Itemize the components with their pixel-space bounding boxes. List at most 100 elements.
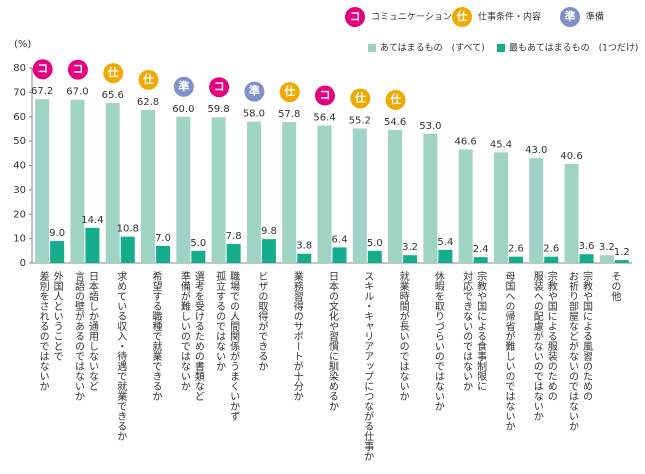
x-tick-label: 言語の壁があるのではないか: [72, 270, 84, 401]
x-tick-label: 業務習得のサポートが十分か: [291, 270, 303, 401]
badge: [279, 82, 300, 103]
bar: [493, 152, 508, 263]
x-tick-label: 対応できないのではないか: [461, 270, 473, 391]
value-label: 10.8: [117, 224, 139, 235]
value-label: 57.8: [278, 109, 300, 120]
value-label: 53.0: [419, 121, 441, 132]
y-tick-label: 0: [20, 258, 26, 269]
x-tick-label: 職場での人間関係がうまくいかず: [228, 271, 240, 421]
badge: [67, 59, 88, 80]
legend-label: あてはまるもの (すべて): [380, 43, 485, 54]
badge-legend-label: 仕事条件・内容: [478, 11, 541, 23]
x-tick-label: 孤立するのではないか: [214, 271, 226, 371]
badge-legend-icon: [560, 7, 580, 27]
x-tick-label: 宗教や国による服装のための: [545, 270, 557, 401]
bar: [508, 256, 523, 263]
badge: [209, 77, 230, 98]
value-label: 2.6: [508, 244, 524, 255]
x-tick-label: 希望する職種で就業できるか: [150, 270, 162, 401]
bar: [191, 250, 206, 263]
value-label: 3.2: [402, 242, 418, 253]
bar: [156, 245, 171, 263]
value-label: 58.0: [243, 109, 265, 120]
x-tick-label: 宗教や国による風習のための: [581, 270, 593, 401]
value-label: 43.0: [525, 145, 547, 156]
x-tick-label: 選考を受けるための書類など: [192, 270, 204, 401]
y-tick-label: 80: [13, 63, 26, 74]
value-label: 6.4: [332, 234, 348, 245]
bar: [85, 227, 100, 263]
badge-mark: 仕: [283, 84, 295, 98]
badge-mark: 準: [178, 79, 189, 93]
badge-mark: コ: [214, 80, 225, 93]
value-label: 3.8: [296, 241, 312, 252]
badge: [385, 89, 406, 110]
value-label: 5.0: [367, 238, 383, 249]
x-tick-label: お祈り部屋などがないのではないか: [567, 271, 579, 431]
value-label: 40.6: [560, 151, 582, 162]
bar: [403, 255, 418, 263]
x-tick-label: 就業時間が長いのではないか: [397, 270, 409, 401]
badge-mark: 準: [249, 84, 260, 98]
x-tick-label: 差別をされるのではないか: [37, 270, 49, 391]
value-label: 60.0: [172, 104, 194, 115]
bar: [544, 256, 559, 263]
bar: [297, 253, 312, 263]
x-tick-label: 日本の文化や習慣に馴染めるか: [327, 271, 339, 411]
badge: [244, 81, 265, 102]
bar: [226, 243, 241, 263]
y-tick-label: 20: [13, 209, 26, 220]
bar: [35, 99, 50, 263]
x-tick-label: スキル・キャリアアップにつながる仕事か: [362, 271, 374, 461]
bar: [246, 121, 261, 263]
value-label: 2.4: [473, 244, 489, 255]
bar: [352, 128, 367, 263]
bar: [473, 257, 488, 263]
legend-swatch: [368, 44, 376, 52]
x-tick-label: ビザの取得ができるか: [256, 271, 268, 371]
x-tick-label: 宗教や国による食事制限に: [475, 270, 487, 391]
value-label: 67.2: [31, 86, 53, 97]
legend-swatch: [497, 44, 505, 52]
x-tick-label: 休暇を取りづらいのではないか: [432, 271, 444, 411]
value-label: 9.0: [49, 228, 65, 239]
bar: [120, 236, 135, 263]
badge-mark: コ: [320, 89, 331, 102]
y-tick-label: 30: [13, 185, 26, 196]
badge: [32, 59, 53, 80]
y-tick-label: 70: [13, 87, 26, 98]
value-label: 62.8: [137, 97, 159, 108]
y-tick-label: 60: [13, 112, 26, 123]
unit-label: (%): [14, 39, 31, 50]
x-tick-label: 準備が難しいのではないか: [178, 270, 190, 391]
badge: [103, 63, 124, 84]
bar: [423, 133, 438, 263]
value-label: 5.0: [190, 238, 206, 249]
badge: [173, 76, 194, 97]
value-label: 65.6: [102, 90, 124, 101]
x-tick-label: 日本語しか通用しないなど: [86, 271, 98, 391]
badge-mark: 仕: [107, 65, 119, 79]
badge: [350, 88, 371, 109]
badge-legend-icon: [345, 7, 365, 27]
value-label: 46.6: [455, 136, 477, 147]
badge: [315, 85, 335, 106]
bar: [176, 116, 191, 263]
badge: [138, 69, 159, 90]
value-label: 45.4: [490, 139, 512, 150]
badge-mark: 仕: [354, 90, 366, 104]
badge-legend-mark: 仕: [456, 9, 468, 23]
bar: [332, 247, 347, 263]
x-tick-label: 母国への帰省が難しいのではないか: [503, 271, 515, 431]
value-label: 1.2: [614, 247, 630, 258]
value-label: 14.4: [81, 215, 103, 226]
value-label: 67.0: [66, 87, 88, 98]
bar: [579, 254, 594, 263]
value-label: 3.6: [579, 241, 595, 252]
x-tick-label: 服装への配慮がないのではないか: [531, 271, 543, 421]
value-label: 7.0: [155, 233, 171, 244]
bar: [614, 260, 629, 263]
value-label: 56.4: [313, 113, 335, 124]
y-tick-label: 10: [13, 234, 26, 245]
